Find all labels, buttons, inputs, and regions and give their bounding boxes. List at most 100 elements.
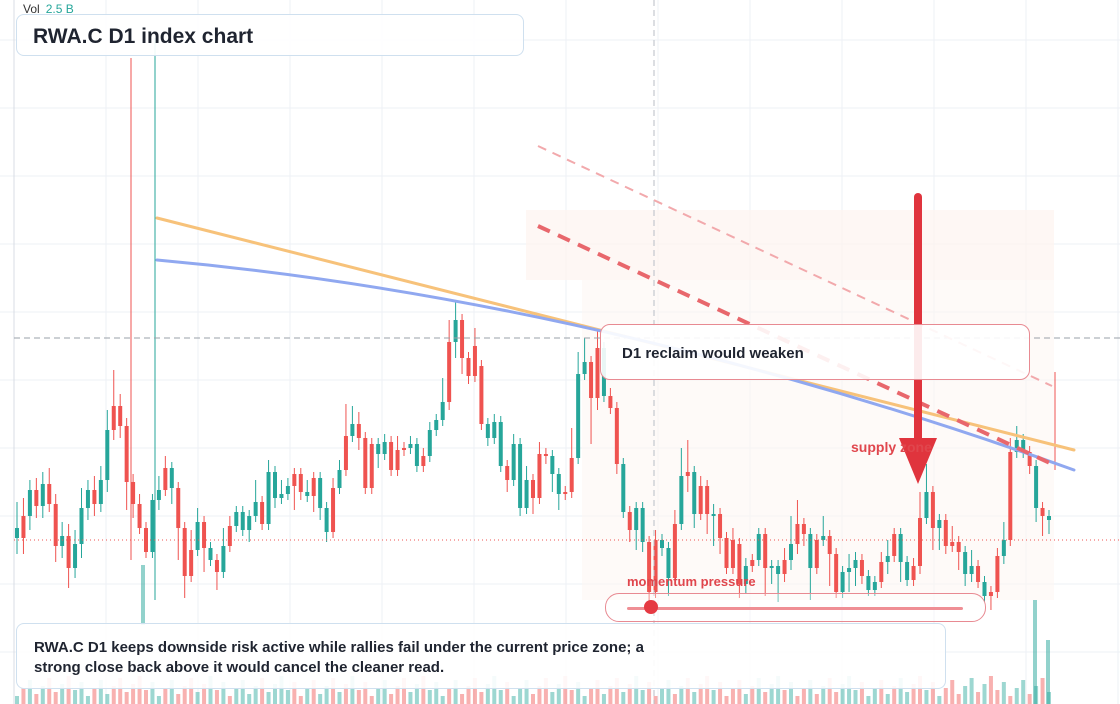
candle-body [634,508,639,530]
momentum-slider[interactable] [605,593,986,622]
volume-bar [827,678,832,704]
candle-body [976,566,981,582]
candle-body [1047,516,1051,520]
volume-bar [808,680,813,704]
volume-bar [556,684,561,704]
candle-body [221,546,226,572]
volume-bars [15,565,1051,704]
volume-bar [331,678,336,704]
candle-body [537,454,542,498]
candle-body [995,556,1000,592]
candle-body [982,582,987,596]
volume-bar [660,688,664,704]
candle-body [924,492,929,518]
volume-bar [318,694,323,704]
volume-bar [402,678,406,704]
candle-body [324,508,329,532]
candle-body [247,516,252,530]
candle-body [337,470,342,488]
volume-bar [498,690,503,704]
volume-bar [859,682,864,704]
volume-bar [169,680,174,704]
candle-body [685,472,690,476]
volume-bar [511,696,516,704]
volume-bar [853,690,858,704]
volume-bar [434,682,439,704]
volume-bar [472,678,477,704]
candle-body [692,472,697,514]
volume-bar [601,694,606,704]
volume-bar [911,684,916,704]
candle-body [711,514,716,516]
candle-body [750,560,755,566]
volume-bar [389,694,394,704]
volume-bar [21,688,26,704]
volume-bar [124,692,129,704]
candle-body [389,442,394,470]
candle-body [376,444,381,454]
candle-body [189,550,194,576]
volume-bar [950,680,955,704]
candle-body [808,534,813,568]
candle-body [421,456,426,466]
candle-body [66,536,71,568]
candle-body [440,402,445,420]
volume-bar [208,676,213,704]
volume-bar [337,692,342,704]
candle-body [234,512,239,526]
volume-bar [956,694,961,704]
candle-body [163,468,168,490]
volume-bar [672,694,677,704]
candle-body [840,572,845,592]
candle-body [1021,440,1026,452]
volume-bar [905,692,910,704]
candle-body [801,524,806,534]
volume-bar [543,678,548,704]
candle-body [847,568,852,572]
volume-bar [15,696,19,704]
volume-bar [214,690,219,704]
volume-bar [653,696,658,704]
supply-zone-band [526,210,1054,280]
candle-body [589,362,594,398]
candle-body [79,508,84,544]
candle-body [963,552,968,574]
momentum-handle[interactable] [643,600,658,614]
candle-body [647,542,652,592]
candle-body [182,528,187,576]
volume-bar [872,688,877,704]
candle-body [21,516,26,538]
volume-bar [408,692,413,704]
candle-body [498,422,503,466]
volume-bar [550,692,555,704]
candle-body [569,458,574,492]
volume-bar [711,690,716,704]
volume-bar [537,686,542,704]
candle-body [653,540,658,592]
candle-body [427,430,432,456]
candle-body [47,484,52,504]
volume-bar [311,680,316,704]
candle-body [1034,466,1039,508]
volume-bar [144,690,148,704]
candle-body [524,480,529,508]
candle-body [111,406,116,430]
volume-bar [234,688,239,704]
volume-bar [898,678,903,704]
volume-bar [995,690,1000,704]
candle-body [240,512,245,530]
candle-body [698,486,703,514]
volume-bar [40,686,45,704]
volume-bar [53,692,58,704]
title-panel: RWA.C D1 index chart [16,14,524,56]
volume-bar [763,692,768,704]
volume-bar [85,696,90,704]
candle-body [827,536,832,554]
volume-bar [730,688,735,704]
volume-bar [492,676,497,704]
candle-body [505,466,510,480]
volume-bar [466,686,471,704]
candle-body [285,486,290,494]
volume-bar [105,694,110,704]
candle-body [576,374,581,458]
